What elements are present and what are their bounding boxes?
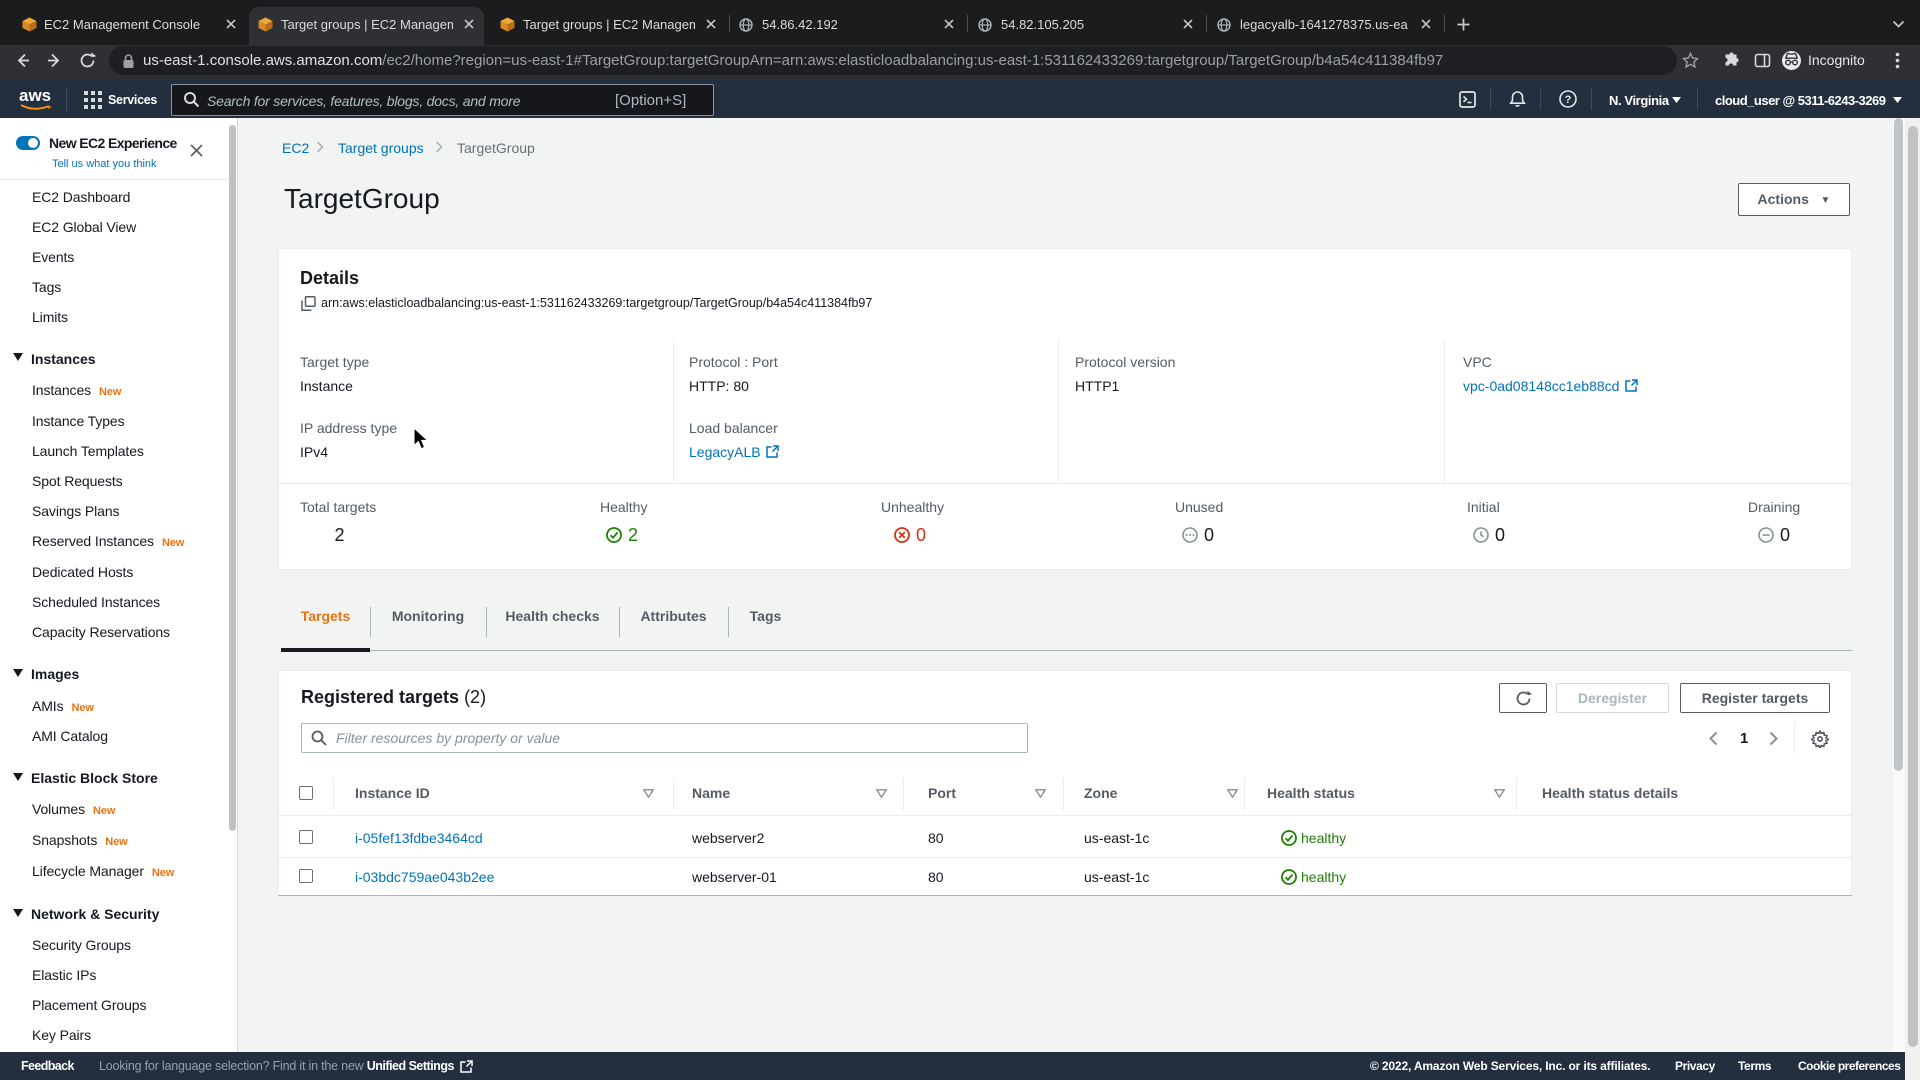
svg-text:?: ? (1565, 94, 1572, 106)
svg-text:aws: aws (19, 86, 51, 105)
